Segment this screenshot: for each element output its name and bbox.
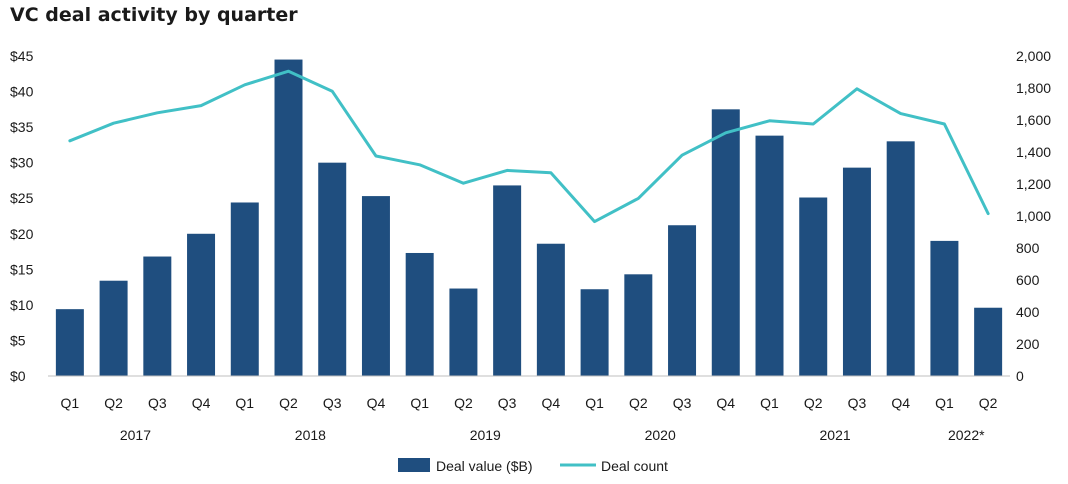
bar: [143, 256, 172, 376]
right-tick-label: 1,600: [1016, 112, 1051, 128]
x-tick-label: Q1: [410, 395, 429, 411]
left-tick-label: $20: [10, 226, 34, 242]
bar: [974, 307, 1003, 376]
year-label: 2018: [295, 427, 326, 443]
right-tick-label: 1,400: [1016, 144, 1051, 160]
bar: [99, 280, 128, 376]
x-tick-label: Q3: [673, 395, 692, 411]
x-tick-label: Q2: [629, 395, 648, 411]
bar: [580, 289, 609, 376]
x-tick-label: Q4: [192, 395, 211, 411]
left-axis: $0 $5 $10 $15 $20 $25 $30 $35 $40 $45: [10, 48, 34, 384]
bar: [361, 196, 390, 376]
x-tick-label: Q1: [585, 395, 604, 411]
x-tick-label: Q1: [935, 395, 954, 411]
year-label: 2019: [470, 427, 501, 443]
x-tick-label: Q1: [61, 395, 80, 411]
x-tick-label: Q2: [104, 395, 123, 411]
x-tick-label: Q4: [891, 395, 910, 411]
bar: [449, 288, 478, 376]
x-tick-label: Q2: [454, 395, 473, 411]
x-tick-label: Q3: [848, 395, 867, 411]
x-tick-label: Q3: [148, 395, 167, 411]
right-tick-label: 1,800: [1016, 80, 1051, 96]
year-label: 2022*: [948, 427, 985, 443]
year-labels: 2017 2018 2019 2020 2021 2022*: [120, 427, 985, 443]
bar: [711, 109, 740, 376]
legend-label-deal-value: Deal value ($B): [436, 458, 533, 474]
right-axis: 0 200 400 600 800 1,000 1,200 1,400 1,600 1,800 2,…: [1016, 48, 1051, 384]
left-tick-label: $25: [10, 190, 34, 206]
left-tick-label: $35: [10, 119, 34, 135]
bar: [668, 225, 697, 376]
x-tick-label: Q4: [542, 395, 561, 411]
bar: [405, 252, 434, 376]
bar: [755, 135, 784, 376]
right-tick-label: 0: [1016, 368, 1024, 384]
year-label: 2020: [645, 427, 676, 443]
right-tick-label: 600: [1016, 272, 1040, 288]
left-tick-label: $40: [10, 84, 34, 100]
left-tick-label: $5: [10, 332, 26, 348]
right-tick-label: 800: [1016, 240, 1040, 256]
x-tick-label: Q2: [804, 395, 823, 411]
bar: [799, 197, 828, 376]
year-label: 2021: [820, 427, 851, 443]
x-tick-label: Q3: [323, 395, 342, 411]
right-tick-label: 2,000: [1016, 48, 1051, 64]
bar: [842, 167, 871, 376]
x-axis-labels: Q1 Q2 Q3 Q4 Q1 Q2 Q3 Q4 Q1 Q2 Q3 Q4 Q1 Q2 Q3 Q4 Q1 Q2 Q3 Q4…: [61, 395, 998, 411]
x-tick-label: Q3: [498, 395, 517, 411]
x-tick-label: Q4: [716, 395, 735, 411]
right-tick-label: 200: [1016, 336, 1040, 352]
year-label: 2017: [120, 427, 151, 443]
right-tick-label: 400: [1016, 304, 1040, 320]
bar: [187, 233, 216, 376]
left-tick-label: $15: [10, 261, 34, 277]
bar: [230, 202, 259, 376]
right-tick-label: 1,000: [1016, 208, 1051, 224]
bar: [493, 185, 522, 376]
line-series: [68, 69, 990, 224]
left-tick-label: $45: [10, 48, 34, 64]
x-tick-label: Q2: [279, 395, 298, 411]
bar: [886, 141, 915, 376]
chart-title: VC deal activity by quarter: [10, 4, 298, 26]
x-tick-label: Q1: [760, 395, 779, 411]
left-tick-label: $0: [10, 368, 26, 384]
legend-swatch-deal-value: [398, 458, 430, 472]
bar: [930, 240, 959, 376]
x-tick-label: Q1: [235, 395, 254, 411]
bar: [624, 274, 653, 376]
legend-label-deal-count: Deal count: [601, 458, 668, 474]
right-tick-label: 1,200: [1016, 176, 1051, 192]
deal-count-line: [68, 69, 990, 224]
bar: [55, 309, 84, 376]
bar: [274, 59, 303, 377]
bar: [536, 243, 565, 376]
legend: Deal value ($B) Deal count: [398, 458, 668, 474]
bar: [318, 162, 347, 376]
bar-series: [55, 59, 1003, 377]
x-tick-label: Q4: [367, 395, 386, 411]
left-tick-label: $30: [10, 155, 34, 171]
left-tick-label: $10: [10, 297, 34, 313]
x-tick-label: Q2: [979, 395, 998, 411]
